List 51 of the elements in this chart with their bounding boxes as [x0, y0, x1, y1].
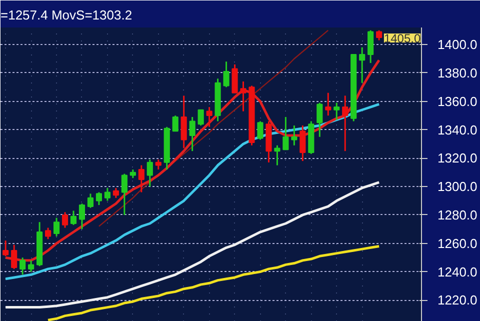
candlestick — [138, 164, 144, 194]
candlestick — [44, 227, 52, 240]
candlestick — [223, 60, 230, 88]
candlestick — [70, 210, 77, 226]
candlestick — [368, 30, 374, 64]
candlestick — [325, 92, 332, 116]
y-tick-label: 1340.0 — [438, 122, 478, 138]
y-tick-label: 1300.0 — [438, 179, 478, 194]
candlestick — [146, 158, 153, 188]
candlestick — [78, 202, 86, 230]
y-tick-label: 1280.0 — [438, 207, 478, 222]
candlestick — [87, 192, 94, 209]
candlestick — [291, 124, 298, 146]
candlestick — [11, 244, 18, 270]
candlestick — [20, 256, 26, 276]
candlestick — [104, 187, 110, 202]
candlestick — [121, 173, 128, 216]
candlestick — [376, 30, 382, 42]
y-tick-label: 1400.0 — [438, 37, 478, 52]
candlestick — [2, 240, 9, 257]
line-series — [46, 244, 380, 321]
candlestick — [282, 116, 289, 150]
candlestick — [112, 187, 119, 199]
candlestick — [53, 217, 60, 238]
text: 1405.0 — [384, 32, 421, 46]
chart-title: =1257.4 MovS=1303.2 — [0, 8, 132, 22]
candlestick — [342, 94, 348, 152]
candlestick — [359, 46, 366, 84]
candlestick — [334, 102, 340, 121]
y-tick-label: 1220.0 — [438, 292, 478, 308]
line-series — [98, 30, 329, 227]
y-tick-label: 1320.0 — [438, 150, 478, 166]
candlestick — [206, 106, 212, 128]
y-tick-label: 1360.0 — [438, 94, 478, 109]
candlestick — [172, 114, 178, 132]
line-series — [4, 181, 380, 309]
candlestick — [257, 120, 264, 140]
candlestick — [62, 211, 68, 229]
candlestick — [300, 124, 306, 162]
candlestick — [198, 109, 204, 126]
candlestick — [96, 192, 102, 206]
candlestick — [28, 260, 34, 273]
candlestick — [316, 102, 323, 138]
y-tick-label: 1380.0 — [438, 65, 478, 80]
candlestick — [180, 94, 187, 149]
candlestick — [189, 116, 196, 152]
candlestick — [240, 80, 246, 112]
candlestick — [274, 144, 280, 166]
y-tick-label: 1240.0 — [438, 264, 478, 280]
candlestick — [155, 158, 162, 170]
y-tick-label: 1260.0 — [438, 236, 478, 251]
